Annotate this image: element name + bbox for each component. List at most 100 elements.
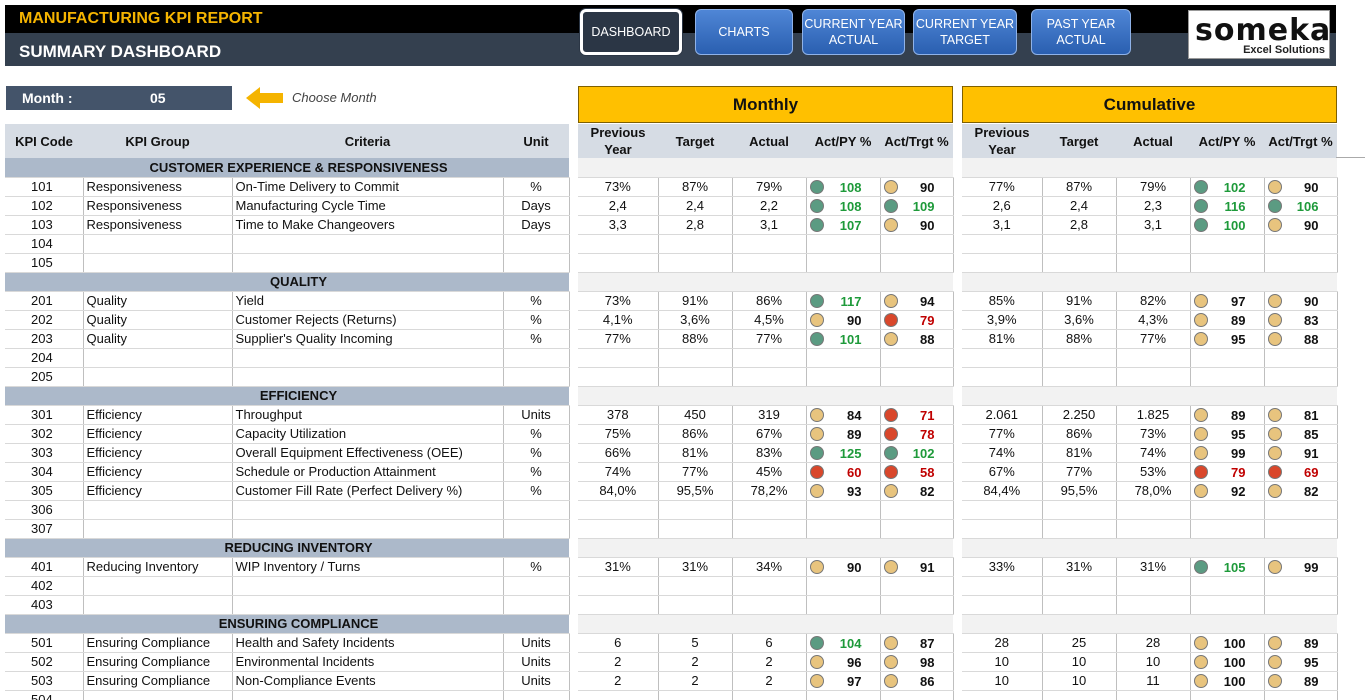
status-dot-icon [883,331,898,346]
nav-button-charts[interactable]: CHARTS [695,9,793,55]
table-row: 2 2 2 97 86 [578,671,954,691]
kpi-group: Responsiveness [83,177,233,197]
kpi-group [83,348,233,368]
monthly-value-cell: 450 [658,405,733,425]
cumulative-indicator-cell: 92 [1190,481,1265,501]
kpi-criteria [232,253,504,273]
monthly-indicator-cell: 102 [880,443,954,463]
monthly-indicator-cell: 82 [880,481,954,501]
kpi-group [83,519,233,539]
table-row: 103 Responsiveness Time to Make Changeover… [5,215,570,235]
monthly-value-cell: 2 [732,671,807,691]
cumulative-value-cell: 86% [1042,424,1117,444]
status-dot-icon [809,198,824,213]
cumulative-value-cell: 88% [1042,329,1117,349]
kpi-score: 90 [847,312,862,328]
kpi-unit [503,595,570,615]
status-dot-icon [1267,179,1282,194]
cumulative-indicator-cell: 116 [1190,196,1265,216]
status-dot-icon [809,635,824,650]
month-selector[interactable]: Month : 05 [6,86,232,110]
monthly-value-cell: 73% [578,177,659,197]
kpi-score: 95 [1304,654,1319,670]
table-row: 73% 87% 79% 108 90 [578,177,954,197]
status-dot-icon [883,407,898,422]
kpi-code: 203 [5,329,84,349]
monthly-empty-cell [806,500,881,520]
monthly-empty-cell [880,348,954,368]
kpi-score: 90 [1304,217,1319,233]
cumulative-indicator-cell: 99 [1264,557,1338,577]
cumulative-indicator-cell: 90 [1264,291,1338,311]
nav-button-past-year-actual[interactable]: PAST YEAR ACTUAL [1031,9,1131,55]
kpi-criteria [232,595,504,615]
status-dot-icon [883,179,898,194]
kpi-criteria: Environmental Incidents [232,652,504,672]
kpi-score: 89 [1231,312,1246,328]
cumulative-value-cell: 3,1 [962,215,1043,235]
monthly-indicator-cell: 90 [880,177,954,197]
kpi-unit: % [503,291,570,311]
cumulative-empty-cell [1042,500,1117,520]
monthly-indicator-cell: 79 [880,310,954,330]
monthly-value-cell: 86% [658,424,733,444]
group-spacer-row [578,614,953,634]
monthly-table: Previous Year Target Actual Act/PY % Act/Trg… [578,124,954,700]
kpi-code: 102 [5,196,84,216]
group-spacer-row [578,538,953,558]
kpi-score: 102 [1223,179,1246,195]
kpi-code: 104 [5,234,84,254]
kpi-score: 97 [1231,293,1246,309]
kpi-group [83,690,233,700]
cumulative-value-cell: 4,3% [1116,310,1191,330]
monthly-indicator-cell: 89 [806,424,881,444]
table-row: 105 [5,253,570,273]
cumulative-indicator-cell: 91 [1264,443,1338,463]
kpi-group [83,367,233,387]
table-row: 201 Quality Yield% [5,291,570,311]
status-dot-icon [809,407,824,422]
cumulative-indicator-cell: 100 [1190,215,1265,235]
kpi-code: 202 [5,310,84,330]
month-value[interactable]: 05 [150,90,166,106]
kpi-score: 107 [839,217,862,233]
kpi-code: 105 [5,253,84,273]
kpi-unit: Units [503,652,570,672]
monthly-value-cell: 77% [658,462,733,482]
table-row: 85% 91% 82% 97 90 [962,291,1338,311]
nav-button-label: CHARTS [718,25,770,39]
kpi-criteria: Time to Make Changeovers [232,215,504,235]
kpi-score: 108 [839,179,862,195]
status-dot-icon [1267,331,1282,346]
cumulative-value-cell: 3,9% [962,310,1043,330]
kpi-group: Efficiency [83,405,233,425]
table-row [962,348,1338,368]
nav-button-current-year-actual[interactable]: CURRENT YEAR ACTUAL [802,9,905,55]
group-header-row: EFFICIENCY [5,386,569,406]
cumulative-indicator-cell: 106 [1264,196,1338,216]
monthly-indicator-cell: 109 [880,196,954,216]
status-dot-icon [809,331,824,346]
cumulative-empty-cell [962,348,1043,368]
monthly-empty-cell [578,234,659,254]
cumulative-value-cell: 3,6% [1042,310,1117,330]
cumulative-indicator-cell: 79 [1190,462,1265,482]
status-dot-icon [1193,673,1208,688]
table-row: 378 450 319 84 71 [578,405,954,425]
table-row [962,595,1338,615]
status-dot-icon [1193,464,1208,479]
nav-button-current-year-target[interactable]: CURRENT YEAR TARGET [913,9,1017,55]
status-dot-icon [1193,217,1208,232]
table-row [578,253,954,273]
status-dot-icon [1267,198,1282,213]
kpi-col-header: KPI Group [83,124,232,158]
cumulative-empty-cell [1042,253,1117,273]
nav-button-dashboard[interactable]: DASHBOARD [580,9,682,55]
cumulative-empty-cell [1264,253,1338,273]
kpi-score: 91 [920,559,935,575]
cumulative-indicator-cell: 69 [1264,462,1338,482]
table-row: 501 Ensuring Compliance Health and Safety … [5,633,570,653]
monthly-empty-cell [732,690,807,700]
cumulative-indicator-cell: 105 [1190,557,1265,577]
kpi-group: Quality [83,329,233,349]
